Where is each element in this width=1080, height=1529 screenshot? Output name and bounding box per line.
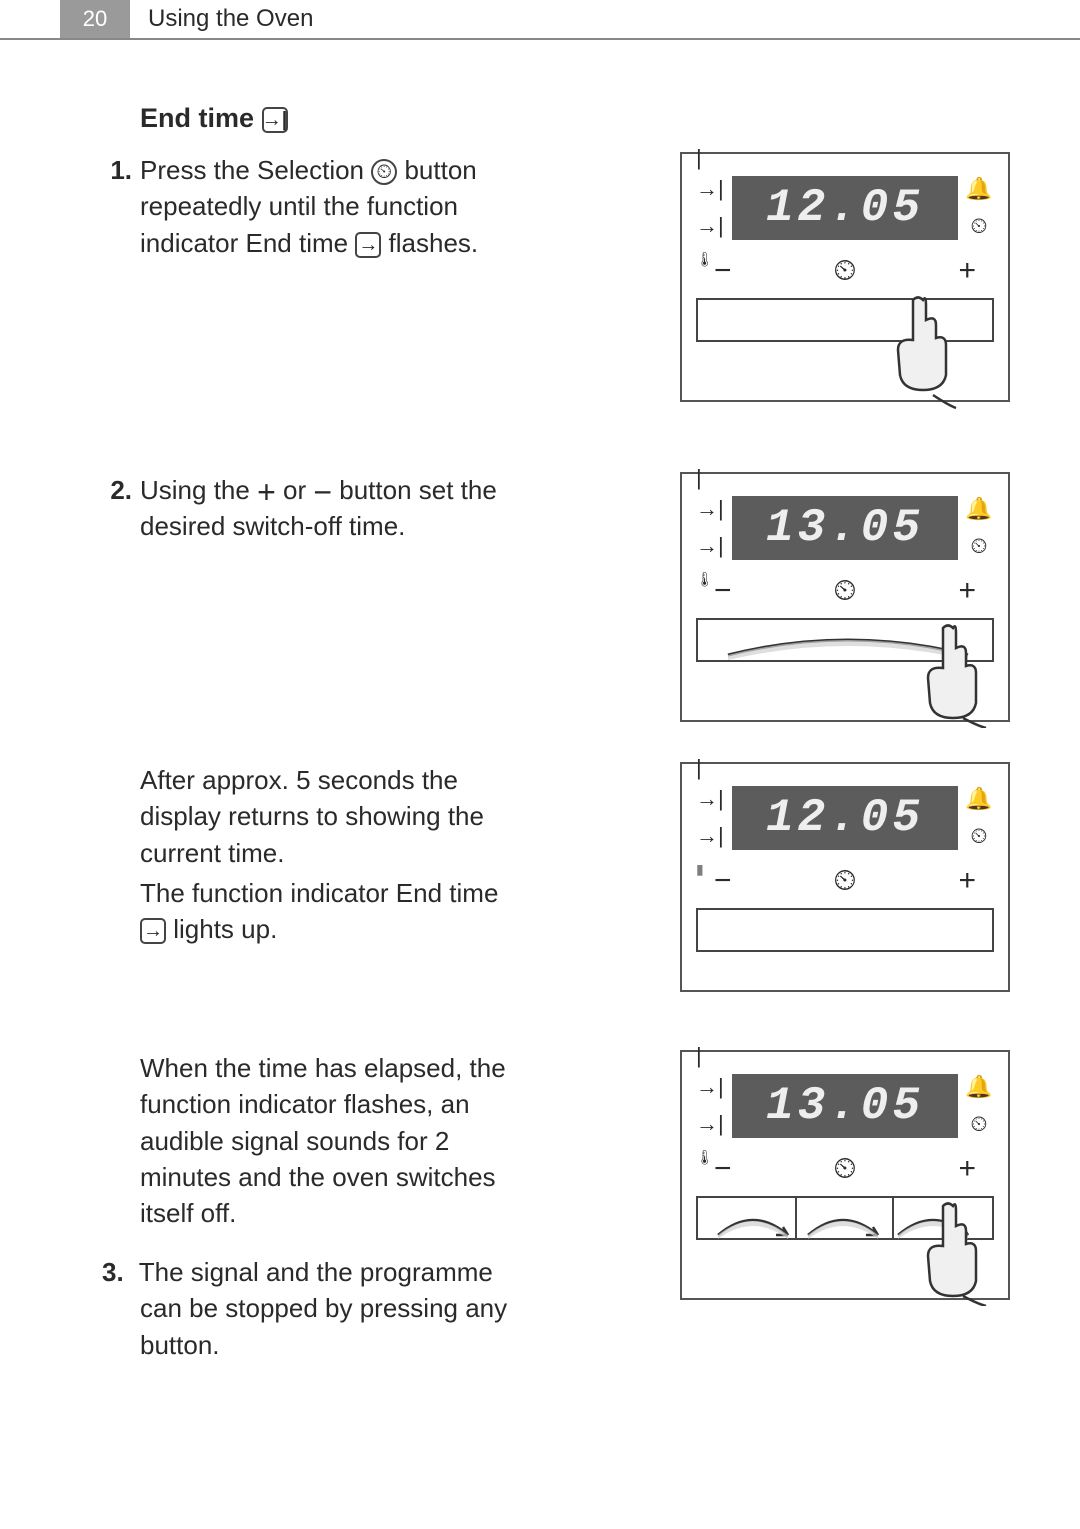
display-diagram-2: |→| →|🌡 13.05 🔔 ⏲ − ⏲ + <box>680 472 1010 722</box>
duration-icon: |→| <box>696 143 726 205</box>
step-text: Using the + or − button set the desired … <box>140 472 540 722</box>
bell-icon: 🔔 <box>965 784 992 815</box>
right-indicators: 🔔 ⏲ <box>964 174 994 242</box>
step-text: When the time has elapsed, the function … <box>140 1050 540 1367</box>
lcd-display: 13.05 <box>732 1074 958 1138</box>
minus-button-icon: − <box>714 250 732 292</box>
end-time-icon: → <box>140 918 166 944</box>
button-bar <box>696 908 994 952</box>
step-paragraph: The function indicator End time → lights… <box>140 875 520 948</box>
clock-icon: ⏲ <box>970 821 987 852</box>
step-paragraph: Using the + or − button set the desired … <box>140 472 520 545</box>
step-elapsed: When the time has elapsed, the function … <box>100 1050 1010 1367</box>
bell-icon: 🔔 <box>965 494 992 525</box>
clock-button-icon: ⏲ <box>833 250 856 292</box>
step-number <box>100 762 140 992</box>
lcd-display: 12.05 <box>732 176 958 240</box>
plus-button-icon: + <box>958 860 976 902</box>
step-1: 1. Press the Selection ⏲ button repeated… <box>100 152 1010 402</box>
step-3-text: The signal and the programme can be stop… <box>139 1257 507 1360</box>
clock-icon: ⏲ <box>970 1109 987 1140</box>
step-number: 3. <box>102 1254 132 1290</box>
plus-icon: + <box>257 474 276 510</box>
plus-button-icon: + <box>958 570 976 612</box>
duration-icon: |→| <box>696 463 726 525</box>
clock-icon: ⏲ <box>970 531 987 562</box>
right-indicators: 🔔 ⏲ <box>964 494 994 562</box>
step-paragraph: After approx. 5 seconds the display retu… <box>140 762 520 871</box>
step-paragraph: When the time has elapsed, the function … <box>140 1050 520 1232</box>
page-number: 20 <box>60 0 130 38</box>
plus-button-icon: + <box>958 250 976 292</box>
bell-icon: 🔔 <box>965 174 992 205</box>
minus-button-icon: − <box>714 570 732 612</box>
minus-icon: − <box>313 474 332 510</box>
lcd-display: 13.05 <box>732 496 958 560</box>
clock-button-icon: ⏲ <box>833 860 856 902</box>
end-time-icon: →| <box>262 107 288 133</box>
hand-pointer-icon <box>908 618 998 728</box>
step-number: 2. <box>100 472 140 722</box>
step-number <box>100 1050 140 1367</box>
header-title: Using the Oven <box>130 0 313 38</box>
minus-button-icon: − <box>714 860 732 902</box>
plus-button-icon: + <box>958 1148 976 1190</box>
duration-icon: |→| <box>696 753 726 815</box>
display-diagram-4: |→| →|🌡 13.05 🔔 ⏲ − ⏲ + <box>680 1050 1010 1300</box>
step-2-result: After approx. 5 seconds the display retu… <box>100 762 1010 992</box>
lcd-display: 12.05 <box>732 786 958 850</box>
right-indicators: 🔔 ⏲ <box>964 1072 994 1140</box>
selection-icon: ⏲ <box>371 159 397 185</box>
step-paragraph: Press the Selection ⏲ button repeatedly … <box>140 152 520 261</box>
duration-icon: |→| <box>696 1041 726 1103</box>
clock-button-icon: ⏲ <box>833 570 856 612</box>
section-title: End time →| <box>140 100 1010 138</box>
step-number: 1. <box>100 152 140 402</box>
step-2: 2. Using the + or − button set the desir… <box>100 472 1010 722</box>
section-title-text: End time <box>140 103 254 133</box>
page-content: End time →| 1. Press the Selection ⏲ but… <box>0 100 1080 1367</box>
display-diagram-1: |→| →|🌡 12.05 🔔 ⏲ − ⏲ + <box>680 152 1010 402</box>
hand-pointer-icon <box>878 290 968 410</box>
bell-icon: 🔔 <box>965 1072 992 1103</box>
clock-button-icon: ⏲ <box>833 1148 856 1190</box>
end-time-icon: → <box>355 232 381 258</box>
right-indicators: 🔔 ⏲ <box>964 784 994 852</box>
display-diagram-3: |→| →|▮ 12.05 🔔 ⏲ − ⏲ + <box>680 762 1010 992</box>
hand-pointer-icon <box>908 1196 998 1306</box>
step-text: After approx. 5 seconds the display retu… <box>140 762 540 992</box>
page-header: 20 Using the Oven <box>0 0 1080 40</box>
step-paragraph: 3. The signal and the programme can be s… <box>140 1254 520 1363</box>
step-text: Press the Selection ⏲ button repeatedly … <box>140 152 540 402</box>
minus-button-icon: − <box>714 1148 732 1190</box>
clock-icon: ⏲ <box>970 211 987 242</box>
